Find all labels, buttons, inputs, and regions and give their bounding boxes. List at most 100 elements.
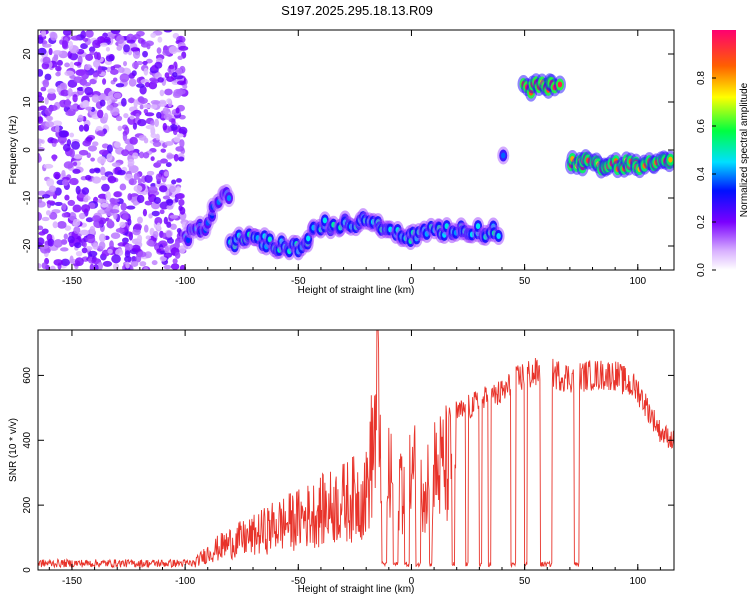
spectrogram-noise-blob xyxy=(169,214,179,219)
spectrogram-noise-blob xyxy=(45,210,51,216)
spectrogram-band-core xyxy=(475,223,481,230)
spectrogram-noise-blob xyxy=(45,120,55,128)
spectrogram-noise-blob xyxy=(115,115,123,122)
spectrogram-noise-blob xyxy=(38,47,47,56)
spectrogram-noise-blob xyxy=(64,98,71,108)
spectrogram-noise-blob xyxy=(146,170,155,176)
spectrogram-noise-blob xyxy=(105,191,111,201)
spectrogram-noise-blob xyxy=(145,58,153,64)
spectrogram-y-axis-label: Frequency (Hz) xyxy=(8,116,19,185)
spectrogram-noise-blob xyxy=(178,156,185,162)
snr-series-line xyxy=(38,330,674,569)
spectrogram-noise-blob xyxy=(125,261,130,269)
spectrogram-noise-blob xyxy=(38,36,44,44)
snr-y-tick-label: 0 xyxy=(22,567,33,573)
spectrogram-noise-blob xyxy=(143,224,149,233)
spectrogram-noise-blob xyxy=(79,229,90,236)
spectrogram-noise-blob xyxy=(159,209,165,215)
spectrogram-noise-blob xyxy=(132,200,139,206)
spectrogram-noise-blob xyxy=(162,232,167,240)
spectrogram-noise-blob xyxy=(44,73,52,81)
snr-x-tick-label: 100 xyxy=(629,576,646,587)
spectrogram-noise-blob xyxy=(159,185,168,193)
spectrogram-noise-blob xyxy=(46,200,56,205)
spectrogram-noise-blob xyxy=(62,30,72,36)
spectrogram-noise-blob xyxy=(92,242,99,250)
spectrogram-noise-blob xyxy=(49,211,58,220)
spectrogram-noise-blob xyxy=(47,88,56,94)
spectrogram-noise-blob xyxy=(175,146,185,152)
spectrogram-noise-blob xyxy=(152,141,162,147)
spectrogram-noise-blob xyxy=(119,221,126,228)
spectrogram-noise-blob xyxy=(117,125,123,132)
spectrogram-band-core xyxy=(557,81,563,88)
spectrogram-noise-blob xyxy=(72,94,78,103)
spectrogram-noise-blob xyxy=(84,64,91,71)
spectrogram-noise-blob xyxy=(130,47,141,52)
spectrogram-noise-blob xyxy=(143,67,149,76)
spectrogram-noise-blob xyxy=(123,44,131,53)
spectrogram-noise-blob xyxy=(97,65,102,75)
spectrogram-noise-blob xyxy=(142,208,148,217)
spectrogram-noise-blob xyxy=(121,149,130,157)
spectrogram-noise-blob xyxy=(100,202,108,208)
spectrogram-noise-blob xyxy=(165,162,172,168)
spectrogram-noise-blob xyxy=(47,238,55,247)
spectrogram-y-tick-label: -10 xyxy=(22,190,33,205)
spectrogram-noise-blob xyxy=(148,213,153,219)
spectrogram-noise-blob xyxy=(146,43,151,50)
spectrogram-noise-blob xyxy=(124,255,132,263)
spectrogram-noise-blob xyxy=(175,186,181,194)
colorbar-tick-label: 0.2 xyxy=(696,215,707,229)
spectrogram-noise-blob xyxy=(55,65,62,72)
spectrogram-x-tick-label: 50 xyxy=(519,276,531,287)
spectrogram-noise-blob xyxy=(150,156,155,162)
spectrogram-noise-blob xyxy=(61,203,67,211)
spectrogram-noise-blob xyxy=(136,83,145,88)
spectrogram-noise-blob xyxy=(106,66,112,73)
spectrogram-noise-blob xyxy=(91,176,102,184)
spectrogram-noise-blob xyxy=(71,140,81,150)
spectrogram-noise-blob xyxy=(113,92,122,99)
snr-data xyxy=(38,330,674,569)
spectrogram-x-ticks: -150 -100 -50 0 50 100 xyxy=(48,30,661,287)
spectrogram-noise-blob xyxy=(81,82,92,87)
spectrogram-noise-blob xyxy=(78,212,86,220)
spectrogram-noise-blob xyxy=(109,240,114,250)
spectrogram-noise-blob xyxy=(156,47,162,55)
spectrogram-noise-blob xyxy=(178,126,188,135)
spectrogram-noise-blob xyxy=(132,152,139,160)
spectrogram-noise-blob xyxy=(179,264,186,270)
spectrogram-noise-blob xyxy=(137,251,147,258)
spectrogram-noise-blob xyxy=(69,132,75,138)
spectrogram-noise-blob xyxy=(128,78,137,87)
spectrogram-noise-blob xyxy=(142,60,148,66)
spectrogram-noise-blob xyxy=(144,81,151,88)
spectrogram-noise-blob xyxy=(98,233,106,243)
spectrogram-noise-blob xyxy=(93,51,99,60)
spectrogram-y-tick-label: 0 xyxy=(22,147,33,153)
spectrogram-noise-blob xyxy=(69,255,74,264)
spectrogram-noise-blob xyxy=(163,30,173,33)
spectrogram-noise-blob xyxy=(150,103,158,109)
spectrogram-noise-blob xyxy=(151,79,160,84)
spectrogram-noise-blob xyxy=(178,245,186,254)
spectrogram-x-tick-label: -150 xyxy=(62,276,82,287)
spectrogram-noise-blob xyxy=(61,212,68,218)
spectrogram-noise-blob xyxy=(73,76,83,83)
spectrogram-data xyxy=(38,30,674,270)
figure-title: S197.2025.295.18.13.R09 xyxy=(281,3,433,18)
spectrogram-noise-blob xyxy=(64,225,72,231)
spectrogram-noise-blob xyxy=(166,98,172,104)
spectrogram-noise-blob xyxy=(156,111,162,119)
spectrogram-noise-blob xyxy=(162,107,169,115)
spectrogram-noise-blob xyxy=(83,124,90,132)
spectrogram-noise-blob xyxy=(85,30,94,38)
spectrogram-noise-blob xyxy=(40,86,47,92)
spectrogram-noise-blob xyxy=(150,32,157,38)
spectrogram-noise-blob xyxy=(38,212,43,221)
spectrogram-noise-blob xyxy=(88,46,96,53)
spectrogram-noise-blob xyxy=(69,52,79,61)
